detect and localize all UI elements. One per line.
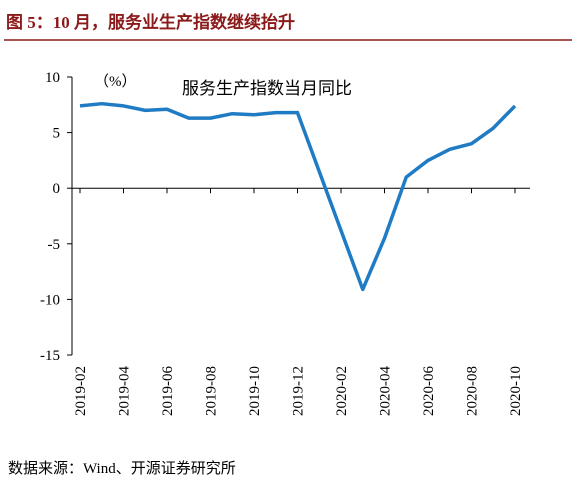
- legend-label: 服务生产指数当月同比: [182, 79, 352, 98]
- x-tick-label: 2020-04: [378, 366, 394, 416]
- x-tick-label: 2019-12: [291, 366, 307, 416]
- y-tick-label: 0: [53, 181, 61, 197]
- y-tick-label: 10: [45, 70, 60, 86]
- x-tick-label: 2020-10: [508, 366, 524, 416]
- y-tick-label: 5: [53, 126, 61, 142]
- source-note: 数据来源：Wind、开源证券研究所: [8, 460, 236, 477]
- series-line: [79, 101, 298, 120]
- chart-title: 图 5：10 月，服务业生产指数继续抬升: [6, 12, 295, 32]
- series-line: [361, 104, 517, 291]
- x-tick-label: 2019-04: [117, 366, 133, 416]
- x-tick-label: 2019-08: [204, 366, 220, 416]
- gap-connector: [295, 110, 365, 292]
- x-tick-label: 2020-08: [465, 366, 481, 416]
- y-tick-label: -10: [40, 292, 60, 308]
- x-tick-label: 2020-06: [421, 366, 437, 416]
- x-tick-label: 2019-06: [160, 366, 176, 416]
- unit-label: （%）: [94, 73, 137, 90]
- x-tick-label: 2019-02: [73, 366, 89, 416]
- y-tick-label: -5: [48, 237, 61, 253]
- y-tick-label: -15: [40, 348, 60, 364]
- x-tick-label: 2020-02: [334, 366, 350, 416]
- x-tick-label: 2019-10: [247, 366, 263, 416]
